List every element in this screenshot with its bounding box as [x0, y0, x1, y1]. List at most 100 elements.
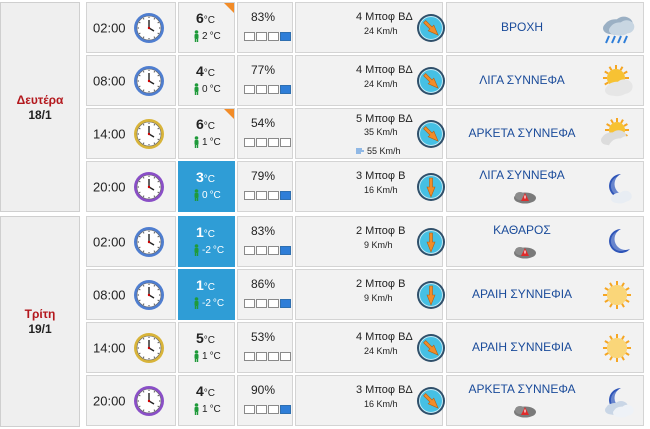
humidity-segment	[244, 352, 255, 361]
humidity-cell: 77%	[237, 55, 293, 106]
forecast-row: 08:00 4°C 0 °C 77% 4 Μποφ ΒΔ 24 Km/h ΛΙΓΑ ΣΥΝΝΕ…	[86, 55, 644, 106]
moon-clouds-icon	[605, 387, 634, 417]
sky-cell: ΛΙΓΑ ΣΥΝΝΕΦΑ	[446, 161, 644, 212]
wind-compass-icon	[417, 280, 445, 309]
time-cell: 08:00	[86, 55, 176, 106]
wind-compass-icon	[417, 119, 445, 148]
feels-like-icon	[193, 136, 200, 148]
humidity-cell: 86%	[237, 269, 293, 320]
wind-cell: 2 Μποφ Β 9 Km/h	[295, 269, 515, 320]
temperature-value: 4	[196, 383, 204, 399]
wind-speed: 2 Μποφ Β	[356, 225, 406, 237]
clock-wrap	[133, 332, 165, 364]
humidity-cell: 83%	[237, 2, 293, 53]
person-icon	[194, 136, 199, 148]
person-icon	[194, 244, 199, 256]
dust-warning-icon	[514, 247, 536, 259]
time-cell: 14:00	[86, 108, 176, 159]
dust-warning	[513, 245, 537, 259]
feels-like: 0 °C	[193, 189, 221, 201]
wind-speed: 4 Μποφ ΒΔ	[356, 11, 413, 23]
temperature-cell: 6°C 1 °C	[178, 108, 235, 159]
humidity-segment	[280, 352, 291, 361]
time-label: 08:00	[93, 287, 126, 302]
humidity-segment	[244, 85, 255, 94]
humidity-segment	[256, 246, 267, 255]
humidity-segment	[280, 299, 291, 308]
feels-like-unit: °C	[212, 297, 225, 309]
humidity-cell: 53%	[237, 322, 293, 373]
dust-warning-icon	[514, 406, 536, 418]
temperature-value: 6	[196, 116, 204, 132]
time-cell: 20:00	[86, 161, 176, 212]
temperature: 1°C	[196, 224, 215, 240]
humidity-cell: 79%	[237, 161, 293, 212]
feels-like-value: 1	[202, 136, 208, 148]
wind-kmh: 9 Km/h	[364, 293, 393, 303]
wind-speed: 3 Μποφ ΒΔ	[356, 384, 413, 396]
feels-like: -2 °C	[193, 297, 224, 309]
person-icon	[194, 403, 199, 415]
wind-compass-icon	[417, 386, 445, 415]
feels-like: 1 °C	[193, 403, 221, 415]
moon-cloud-icon	[609, 173, 632, 203]
forecast-row: 14:00 5°C 1 °C 53% 4 Μποφ ΒΔ 24 Km/h ΑΡΑΙΗ ΣΥΝΝ…	[86, 322, 644, 373]
humidity-segment	[268, 405, 279, 414]
wind-direction	[416, 66, 446, 96]
time-cell: 14:00	[86, 322, 176, 373]
temperature-unit: °C	[203, 335, 216, 346]
sky-condition: ΚΑΘΑΡΟΣ	[493, 223, 551, 237]
feels-like-icon	[193, 403, 200, 415]
temperature: 6°C	[196, 10, 215, 26]
feels-like: -2 °C	[193, 244, 224, 256]
feels-like-value: -2	[202, 297, 211, 309]
sky-cell: ΑΡΑΙΗ ΣΥΝΝΕΦΙΑ	[446, 322, 644, 373]
humidity-bar	[244, 352, 291, 361]
humidity-value: 53%	[251, 330, 276, 344]
day-name: Τρίτη	[24, 307, 56, 321]
wind-kmh: 24 Km/h	[364, 26, 398, 36]
sky-cell: ΑΡΚΕΤΑ ΣΥΝΝΕΦΑ	[446, 375, 644, 426]
feels-like-icon	[193, 189, 200, 201]
person-icon	[194, 30, 199, 42]
temperature-cell: 4°C 1 °C	[178, 375, 235, 426]
time-label: 02:00	[93, 20, 126, 35]
temperature: 1°C	[196, 277, 215, 293]
sky-condition: ΑΡΑΙΗ ΣΥΝΝΕΦΙΑ	[471, 287, 573, 301]
time-label: 14:00	[93, 126, 126, 141]
wind-compass-icon	[417, 333, 445, 362]
humidity-segment	[280, 405, 291, 414]
humidity-segment	[268, 32, 279, 41]
feels-like-value: 2	[202, 30, 208, 42]
humidity-cell: 83%	[237, 216, 293, 267]
humidity-value: 86%	[251, 277, 276, 291]
humidity-segment	[256, 32, 267, 41]
humidity-segment	[280, 246, 291, 255]
clock-wrap	[133, 279, 165, 311]
temperature-value: 1	[196, 224, 204, 240]
sun-clouds-icon	[601, 117, 635, 152]
humidity-segment	[268, 191, 279, 200]
humidity-bar	[244, 191, 291, 200]
time-label: 14:00	[93, 340, 126, 355]
humidity-bar	[244, 138, 291, 147]
humidity-segment	[244, 138, 255, 147]
clock-wrap	[133, 65, 165, 97]
temperature-value: 1	[196, 277, 204, 293]
wind-speed: 5 Μποφ ΒΔ	[356, 113, 413, 125]
dust-warning-icon	[514, 192, 536, 204]
temperature-value: 4	[196, 63, 204, 79]
temperature-unit: °C	[203, 121, 216, 132]
humidity-segment	[256, 352, 267, 361]
clock-wrap	[133, 226, 165, 258]
feels-like-unit: °C	[209, 350, 221, 362]
feels-like-value: 0	[202, 83, 208, 95]
feels-like-value: -2	[202, 244, 211, 256]
humidity-segment	[256, 299, 267, 308]
humidity-value: 77%	[251, 63, 276, 77]
sky-condition: ΑΡΚΕΤΑ ΣΥΝΝΕΦΑ	[468, 126, 576, 140]
humidity-segment	[280, 138, 291, 147]
temperature: 4°C	[196, 383, 215, 399]
temperature-cell: 1°C -2 °C	[178, 216, 235, 267]
temperature-unit: °C	[203, 229, 216, 240]
